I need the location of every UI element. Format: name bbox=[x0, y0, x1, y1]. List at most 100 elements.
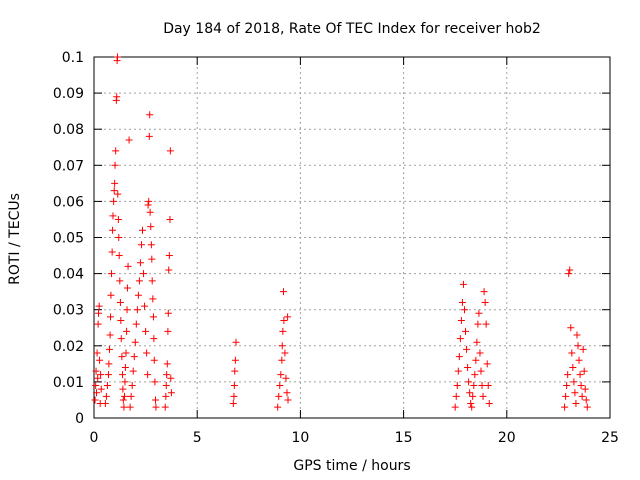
data-point bbox=[110, 187, 118, 195]
data-point bbox=[463, 345, 471, 353]
data-point bbox=[164, 327, 172, 335]
data-point bbox=[132, 320, 140, 328]
data-point bbox=[116, 277, 124, 285]
data-point bbox=[456, 335, 464, 343]
axis-ticks: 0 0.01 0.02 0.03 0.04 0.05 0.06 0.07 0.08 0.09 0.1… bbox=[53, 50, 619, 446]
data-point bbox=[571, 389, 579, 397]
data-point bbox=[474, 320, 482, 328]
x-tick-label: 10 bbox=[291, 430, 309, 446]
data-point bbox=[577, 382, 585, 390]
data-point bbox=[561, 403, 569, 411]
data-point bbox=[150, 335, 158, 343]
data-point bbox=[483, 360, 491, 368]
data-point bbox=[229, 400, 237, 408]
data-point bbox=[125, 136, 133, 144]
data-point bbox=[94, 320, 102, 328]
data-point bbox=[148, 277, 156, 285]
data-point bbox=[117, 317, 125, 325]
data-point bbox=[146, 111, 154, 119]
data-points bbox=[91, 53, 591, 411]
data-point bbox=[95, 309, 103, 317]
data-point bbox=[105, 360, 113, 368]
data-point bbox=[468, 403, 476, 411]
data-point bbox=[133, 306, 141, 314]
data-point bbox=[572, 400, 580, 408]
data-point bbox=[97, 371, 105, 379]
data-point bbox=[451, 403, 459, 411]
data-point bbox=[575, 356, 583, 364]
y-tick-label: 0.03 bbox=[53, 303, 84, 319]
x-tick-label: 20 bbox=[498, 430, 516, 446]
data-point bbox=[473, 338, 481, 346]
data-point bbox=[280, 317, 288, 325]
data-point bbox=[454, 367, 462, 375]
data-point bbox=[161, 403, 169, 411]
y-tick-label: 0.05 bbox=[53, 231, 84, 247]
data-point bbox=[231, 356, 239, 364]
data-point bbox=[467, 400, 475, 408]
data-point bbox=[480, 288, 488, 296]
data-point bbox=[144, 201, 152, 209]
data-point bbox=[279, 327, 287, 335]
y-tick-label: 0 bbox=[75, 411, 84, 427]
y-tick-label: 0.01 bbox=[53, 375, 84, 391]
data-point bbox=[129, 367, 137, 375]
data-point bbox=[115, 234, 123, 241]
data-point bbox=[116, 298, 124, 306]
data-point bbox=[232, 338, 240, 346]
data-point bbox=[152, 396, 160, 404]
data-point bbox=[166, 147, 174, 155]
data-point bbox=[278, 342, 286, 350]
data-point bbox=[134, 291, 142, 299]
data-point bbox=[101, 400, 109, 408]
data-point bbox=[114, 190, 122, 198]
data-point bbox=[573, 331, 581, 339]
x-axis-label: GPS time / hours bbox=[293, 458, 410, 474]
y-tick-label: 0.08 bbox=[53, 122, 84, 138]
data-point bbox=[453, 382, 461, 390]
data-point bbox=[107, 313, 115, 321]
data-point bbox=[152, 403, 160, 411]
data-point bbox=[581, 385, 589, 393]
data-point bbox=[118, 371, 126, 379]
data-point bbox=[102, 392, 110, 400]
data-point bbox=[92, 367, 100, 375]
data-point bbox=[230, 392, 238, 400]
y-axis-label: ROTI / TECUs bbox=[7, 193, 23, 285]
data-point bbox=[452, 392, 460, 400]
data-point bbox=[570, 378, 578, 386]
data-point bbox=[114, 53, 122, 61]
data-point bbox=[166, 215, 174, 223]
data-point bbox=[111, 161, 119, 169]
data-point bbox=[459, 280, 467, 288]
data-point bbox=[94, 374, 102, 382]
data-point bbox=[565, 270, 573, 278]
data-point bbox=[123, 327, 131, 335]
data-point bbox=[167, 389, 175, 397]
data-point bbox=[279, 288, 287, 296]
data-point bbox=[464, 363, 472, 371]
data-point bbox=[142, 327, 150, 335]
data-point bbox=[121, 392, 129, 400]
data-point bbox=[278, 356, 286, 364]
data-point bbox=[281, 349, 289, 357]
data-point bbox=[136, 259, 144, 267]
data-point bbox=[284, 313, 292, 321]
y-tick-label: 0.06 bbox=[53, 194, 84, 210]
data-point bbox=[564, 371, 572, 379]
data-point bbox=[137, 241, 145, 249]
data-point bbox=[107, 291, 115, 299]
plot-frame bbox=[93, 56, 611, 419]
data-point bbox=[567, 324, 575, 332]
data-point bbox=[141, 302, 149, 310]
data-point bbox=[455, 353, 463, 361]
data-point bbox=[469, 392, 477, 400]
data-point bbox=[470, 382, 478, 390]
data-point bbox=[569, 363, 577, 371]
data-point bbox=[582, 396, 590, 404]
data-point bbox=[481, 298, 489, 306]
data-point bbox=[140, 270, 148, 278]
data-point bbox=[163, 360, 171, 368]
grid-lines bbox=[94, 57, 610, 418]
data-point bbox=[579, 345, 587, 353]
